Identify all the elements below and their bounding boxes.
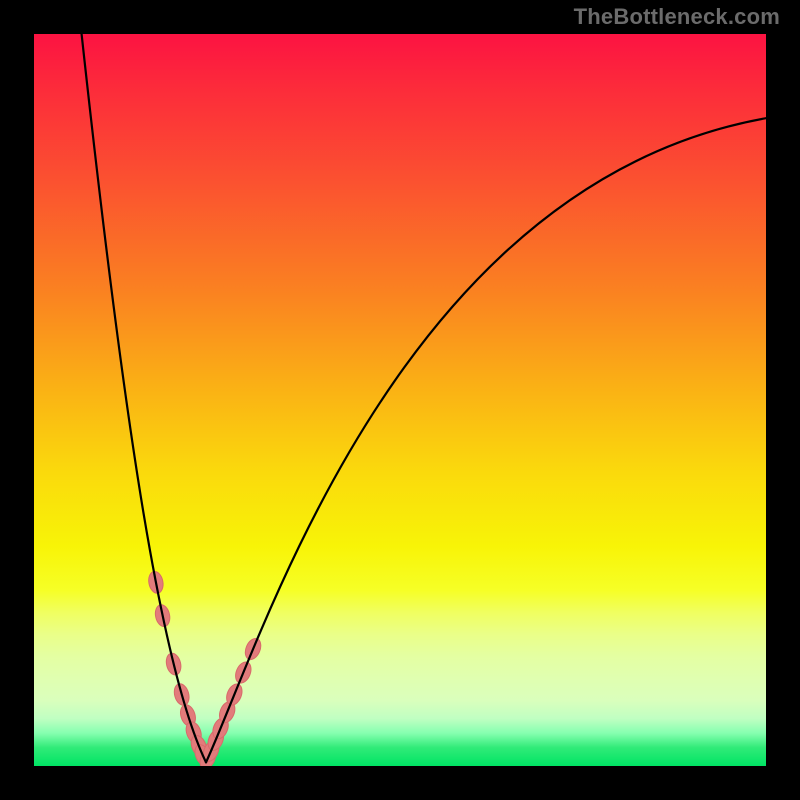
bottleneck-curve <box>206 118 766 762</box>
plot-area <box>34 34 766 766</box>
chart-stage: TheBottleneck.com <box>0 0 800 800</box>
plot-svg <box>34 34 766 766</box>
watermark-text: TheBottleneck.com <box>574 4 780 30</box>
bottleneck-curve <box>82 34 206 762</box>
